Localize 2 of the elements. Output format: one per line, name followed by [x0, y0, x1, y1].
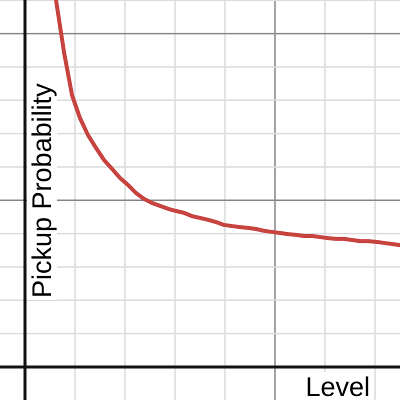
- x-axis-title: Level: [303, 372, 372, 400]
- y-axis-title: Pickup Probability: [27, 81, 57, 300]
